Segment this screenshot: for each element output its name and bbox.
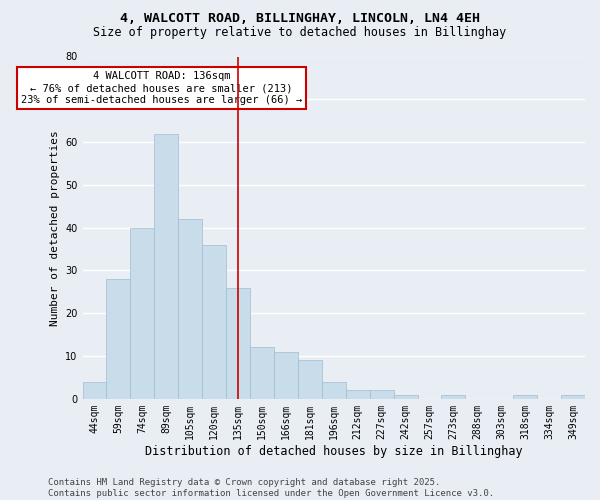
Bar xyxy=(106,279,130,399)
Bar xyxy=(83,382,106,399)
X-axis label: Distribution of detached houses by size in Billinghay: Distribution of detached houses by size … xyxy=(145,444,523,458)
Y-axis label: Number of detached properties: Number of detached properties xyxy=(50,130,60,326)
Bar xyxy=(298,360,322,399)
Bar xyxy=(394,394,418,399)
Bar xyxy=(442,394,466,399)
Bar xyxy=(226,288,250,399)
Bar xyxy=(561,394,585,399)
Text: Size of property relative to detached houses in Billinghay: Size of property relative to detached ho… xyxy=(94,26,506,39)
Text: 4 WALCOTT ROAD: 136sqm
← 76% of detached houses are smaller (213)
23% of semi-de: 4 WALCOTT ROAD: 136sqm ← 76% of detached… xyxy=(21,72,302,104)
Text: 4, WALCOTT ROAD, BILLINGHAY, LINCOLN, LN4 4EH: 4, WALCOTT ROAD, BILLINGHAY, LINCOLN, LN… xyxy=(120,12,480,26)
Bar xyxy=(130,228,154,399)
Bar xyxy=(370,390,394,399)
Text: Contains HM Land Registry data © Crown copyright and database right 2025.
Contai: Contains HM Land Registry data © Crown c… xyxy=(48,478,494,498)
Bar xyxy=(250,348,274,399)
Bar xyxy=(513,394,537,399)
Bar xyxy=(274,352,298,399)
Bar xyxy=(322,382,346,399)
Bar xyxy=(154,134,178,399)
Bar xyxy=(178,219,202,399)
Bar xyxy=(202,245,226,399)
Bar xyxy=(346,390,370,399)
